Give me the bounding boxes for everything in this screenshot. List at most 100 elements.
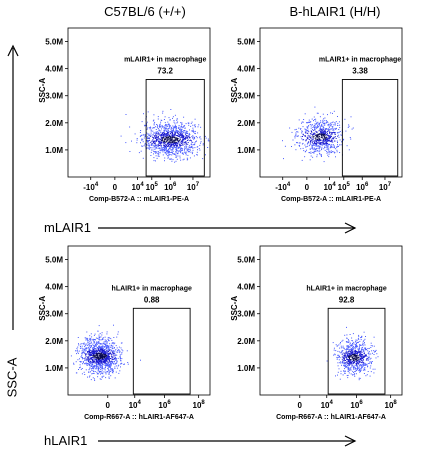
event-dot (172, 136, 174, 138)
event-dot (296, 135, 298, 137)
event-dot (93, 350, 95, 352)
event-dot (323, 131, 325, 133)
event-dot (115, 345, 117, 347)
event-dot (76, 349, 78, 351)
event-dot (317, 135, 318, 136)
event-dot (164, 152, 166, 154)
x-tick-label: 107 (187, 182, 200, 192)
event-dot (84, 374, 86, 375)
event-dot (154, 145, 155, 147)
event-dot (95, 367, 97, 369)
event-dot (169, 125, 171, 127)
event-dot (164, 148, 166, 150)
event-dot (95, 349, 97, 351)
y-tick-label: 5.0M (237, 38, 255, 47)
event-dot (365, 355, 367, 357)
event-dot (75, 350, 76, 352)
event-dot (341, 356, 343, 358)
event-dot (326, 120, 327, 122)
event-dot (164, 142, 166, 144)
event-dot (189, 157, 191, 159)
event-dot (322, 119, 324, 121)
event-dot (152, 127, 154, 129)
event-dot (179, 141, 181, 143)
event-dot (284, 145, 286, 147)
event-dot (338, 121, 340, 123)
event-dot (190, 139, 192, 141)
event-dot (110, 361, 112, 363)
event-dot (93, 365, 95, 367)
event-dot (307, 127, 309, 129)
event-dot (351, 353, 353, 355)
event-dot (85, 363, 87, 365)
event-dot (93, 354, 95, 356)
event-dot (144, 142, 146, 144)
event-dot (345, 363, 347, 365)
event-dot (156, 157, 158, 159)
event-dot (313, 150, 315, 152)
event-dot (337, 350, 339, 352)
plot-frame (67, 27, 211, 178)
event-dot (347, 361, 349, 363)
event-dot (172, 116, 174, 118)
event-dot (183, 141, 185, 143)
event-dot (343, 139, 344, 141)
event-dot (361, 336, 363, 338)
event-dot (87, 356, 89, 358)
event-dot (349, 359, 351, 361)
event-dot (152, 136, 153, 138)
event-dot (352, 351, 354, 353)
event-dot (189, 151, 190, 153)
event-dot (355, 341, 357, 343)
event-dot (338, 136, 340, 138)
event-dot (142, 141, 144, 143)
event-dot (193, 136, 195, 138)
event-dot (152, 130, 154, 132)
event-dot (369, 361, 371, 363)
event-dot (180, 126, 182, 128)
event-dot (314, 135, 316, 137)
event-dot (305, 129, 307, 131)
event-dot (343, 365, 345, 367)
event-dot (96, 359, 98, 361)
event-dot (361, 349, 363, 351)
event-dot (105, 339, 107, 341)
event-dot (104, 357, 106, 359)
plot-frame (67, 245, 211, 396)
event-dot (180, 130, 182, 131)
event-dot (109, 347, 111, 348)
event-dot (359, 359, 361, 361)
event-dot (159, 144, 161, 146)
event-dot (168, 127, 170, 129)
event-dot (345, 362, 347, 364)
event-dot (99, 339, 101, 341)
event-dot (322, 140, 324, 142)
event-dot (337, 135, 339, 137)
event-dot (158, 125, 160, 127)
event-dot (80, 361, 82, 363)
event-dot (349, 360, 351, 362)
event-dot (84, 348, 86, 350)
event-dot (311, 131, 313, 133)
event-dot (361, 357, 363, 359)
event-dot (87, 376, 88, 378)
event-dot (197, 149, 198, 151)
event-dot (170, 126, 172, 128)
event-dot (95, 343, 97, 345)
event-dot (355, 360, 357, 362)
event-dot (374, 368, 376, 370)
event-dot (367, 359, 369, 361)
event-dot (346, 361, 348, 363)
event-dot (320, 139, 322, 141)
event-dot (346, 347, 348, 349)
event-dot (324, 149, 326, 151)
event-dot (101, 339, 103, 341)
event-dot (89, 348, 91, 350)
event-dot (310, 130, 312, 132)
event-dot (155, 145, 157, 147)
event-dot (108, 366, 110, 368)
event-dot (348, 367, 350, 369)
event-dot (136, 142, 138, 144)
event-dot (319, 139, 321, 141)
event-dot (178, 150, 180, 152)
